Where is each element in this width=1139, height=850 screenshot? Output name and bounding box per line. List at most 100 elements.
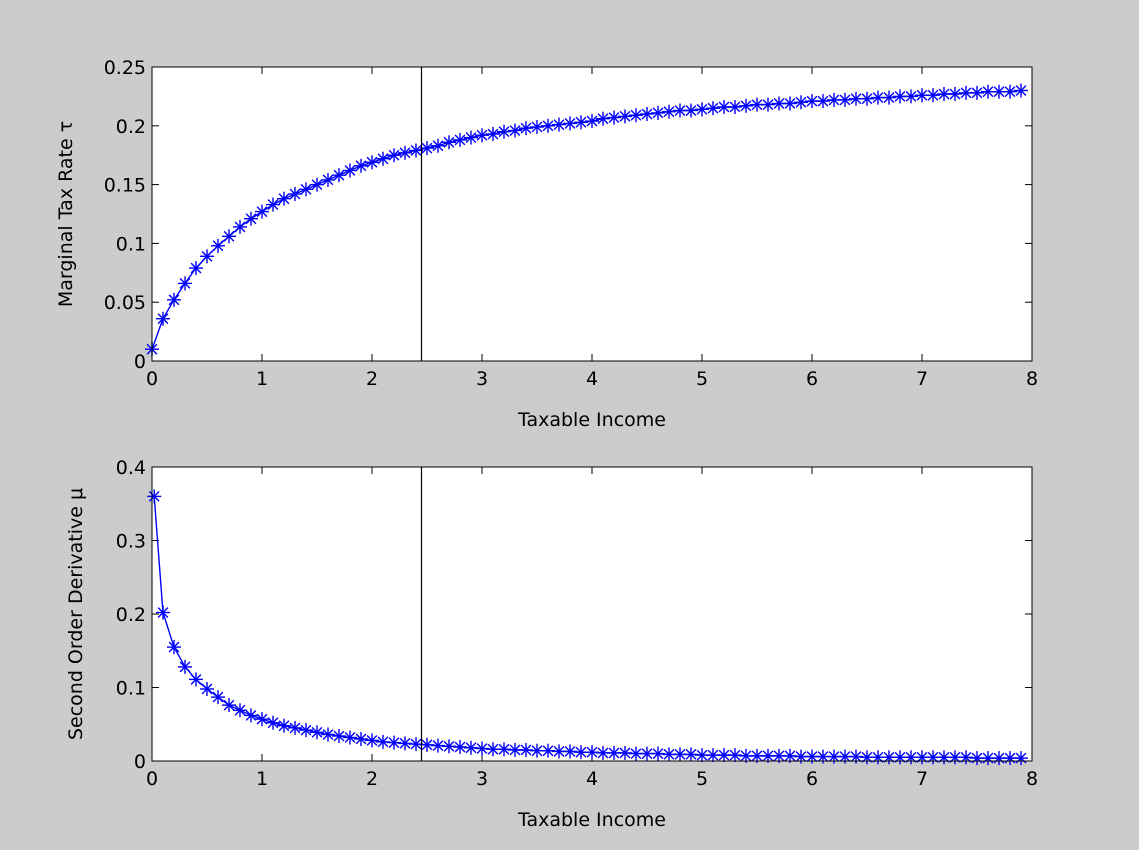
data-point [827,92,841,107]
data-point [486,127,500,141]
data-point [860,91,874,106]
data-point [695,102,709,117]
data-point [728,100,742,114]
data-point [453,132,467,147]
data-point [376,151,390,166]
second-order-derivative-plot: 0 1 2 3 4 5 6 7 8 0 0.1 0.2 0.3 0.4 Taxable Income Se… [65,457,1038,831]
data-point [211,238,225,253]
x-tick-label: 6 [806,768,818,790]
plot-area [152,67,1032,361]
data-point [926,88,940,103]
data-point [640,107,654,121]
plot-area [152,467,1032,761]
y-axis-label: Marginal Tax Rate τ [55,121,77,307]
x-tick-label: 1 [256,768,268,790]
data-point [629,746,643,761]
data-point [497,124,511,139]
data-point [607,110,621,125]
data-point [376,734,390,749]
data-point [233,219,247,234]
x-tick-label: 5 [696,768,708,790]
data-point [431,738,445,753]
x-tick-label: 6 [806,368,818,390]
data-point [299,182,313,197]
marginal-tax-rate-plot: 0 1 2 3 4 5 6 7 8 0 0.05 0.1 0.15 0.2 0.25 Taxable Inc… [55,57,1038,431]
data-point [970,85,984,100]
data-point [398,736,412,751]
data-point [288,720,302,735]
x-tick-label: 4 [586,368,598,390]
x-tick-label: 3 [476,768,488,790]
y-tick-label: 0.05 [104,292,146,314]
data-point [156,311,170,326]
data-point [816,94,830,109]
data-point [189,672,203,687]
data-point [849,91,863,106]
y-tick-label: 0 [134,351,146,373]
data-point [508,123,522,138]
data-point [409,143,423,158]
data-point [398,145,412,160]
y-axis-label: Second Order Derivative μ [65,488,87,740]
data-point [420,737,434,752]
data-point [486,742,500,757]
plot-frame [151,466,1033,762]
data-point [354,732,368,746]
data-point [530,120,544,134]
data-point [563,116,577,131]
data-point [695,748,709,763]
data-point [519,121,533,136]
data-point [167,292,181,307]
data-point [673,747,687,762]
data-point [684,103,698,118]
data-point [497,742,511,757]
data-point [684,747,698,762]
data-point [431,138,445,153]
data-point [409,737,423,752]
data-point [1014,83,1028,98]
y-tick-label: 0.1 [116,678,146,700]
data-point [332,729,346,743]
data-point [794,95,808,110]
x-tick-label: 7 [916,768,928,790]
data-point [651,746,665,761]
x-tick-label: 1 [256,368,268,390]
data-point [255,712,269,727]
data-point [277,191,291,206]
data-point [574,115,588,130]
data-point [200,249,214,264]
data-point [200,682,214,696]
x-axis-label: Taxable Income [517,409,666,431]
data-point [321,727,335,742]
data-point [420,141,434,156]
data-point [651,105,665,120]
data-point [255,204,269,219]
data-point [662,104,676,119]
data-point [596,111,610,126]
x-tick-label: 7 [916,368,928,390]
y-tick-label: 0.15 [104,175,146,197]
y-tick-label: 0.3 [116,531,146,553]
data-point [321,172,335,187]
data-point [365,155,379,170]
data-point [288,187,302,201]
data-point [673,103,687,118]
data-point [453,740,467,754]
data-point [244,211,258,226]
data-point [761,97,775,112]
data-point [552,117,566,132]
x-tick-label: 2 [366,368,378,390]
data-point [365,733,379,748]
y-tick-label: 0.1 [116,233,146,255]
data-point [739,98,753,113]
data-point [266,197,280,212]
data-point [530,743,544,758]
y-tick-label: 0.2 [116,116,146,138]
data-point [299,723,313,738]
data-point [838,92,852,107]
y-tick-label: 0 [134,751,146,773]
data-point [222,698,236,713]
x-tick-label: 4 [586,768,598,790]
data-point [1003,84,1017,99]
data-point [277,718,291,733]
